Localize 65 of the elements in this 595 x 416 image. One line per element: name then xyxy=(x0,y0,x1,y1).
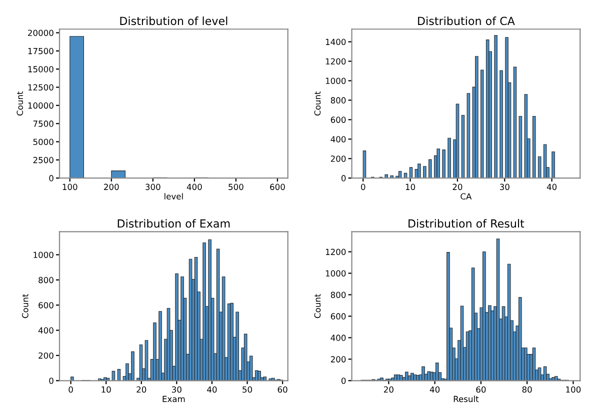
y-tick-label: 17500 xyxy=(28,48,54,54)
x-tick-label: 60 xyxy=(278,386,288,393)
x-tick-label: 40 xyxy=(207,386,217,393)
chart-title: Distribution of Exam xyxy=(118,219,230,228)
x-tick-label: 30 xyxy=(500,184,510,190)
y-axis-title: Count xyxy=(22,294,28,318)
y-tick-label: 600 xyxy=(330,313,346,320)
x-axis-title: level xyxy=(164,193,183,200)
y-tick-label: 1400 xyxy=(326,38,346,46)
y-tick-label: 7500 xyxy=(33,120,54,127)
x-tick-label: 40 xyxy=(430,386,440,393)
x-tick-label: 10 xyxy=(406,184,416,190)
y-tick-label: 5000 xyxy=(33,138,54,146)
y-tick-label: 12500 xyxy=(28,84,54,91)
x-tick-label: 20 xyxy=(136,386,146,393)
x-tick-label: 400 xyxy=(186,184,202,190)
y-axis-title: Count xyxy=(16,91,24,116)
y-tick-label: 1200 xyxy=(326,58,346,65)
y-tick-label: 1200 xyxy=(326,248,346,256)
y-tick-label: 200 xyxy=(330,156,346,162)
y-tick-label: 1000 xyxy=(34,252,54,258)
y-tick-label: 400 xyxy=(38,327,54,334)
y-tick-label: 0 xyxy=(49,378,54,384)
y-tick-label: 0 xyxy=(49,175,54,182)
y-tick-label: 0 xyxy=(341,175,346,182)
y-axis-title: Count xyxy=(314,294,321,318)
x-tick-label: 50 xyxy=(242,386,252,393)
y-tick-label: 200 xyxy=(38,352,54,359)
x-tick-label: 200 xyxy=(104,184,119,190)
x-tick-label: 40 xyxy=(546,184,557,190)
x-tick-label: 30 xyxy=(172,386,182,393)
x-tick-label: 0 xyxy=(68,386,73,393)
x-tick-label: 20 xyxy=(452,184,462,190)
x-axis-title: CA xyxy=(460,193,472,200)
x-tick-label: 600 xyxy=(270,184,285,190)
y-tick-label: 1000 xyxy=(326,270,346,277)
y-tick-label: 15000 xyxy=(28,66,54,72)
y-tick-label: 10000 xyxy=(28,102,54,109)
x-tick-label: 10 xyxy=(102,386,111,393)
y-tick-label: 600 xyxy=(330,116,346,123)
y-tick-label: 200 xyxy=(330,356,346,362)
chart-title: Distribution of CA xyxy=(418,16,515,26)
chart-title: Distribution of Result xyxy=(408,219,524,228)
x-tick-label: 20 xyxy=(384,386,394,393)
y-tick-label: 800 xyxy=(38,276,54,284)
y-tick-label: 2500 xyxy=(33,156,54,164)
y-tick-label: 400 xyxy=(330,334,346,341)
x-tick-label: 500 xyxy=(228,184,244,190)
y-tick-label: 20000 xyxy=(28,30,54,36)
x-axis-title: Result xyxy=(454,396,479,402)
x-tick-label: 100 xyxy=(62,184,78,190)
x-tick-label: 80 xyxy=(522,386,532,393)
x-tick-label: 300 xyxy=(146,184,160,190)
x-tick-label: 60 xyxy=(476,386,486,393)
y-tick-label: 600 xyxy=(38,302,54,308)
x-tick-label: 0 xyxy=(361,184,366,190)
y-tick-label: 1000 xyxy=(326,78,346,84)
y-tick-label: 400 xyxy=(330,136,346,142)
y-tick-label: 0 xyxy=(341,378,346,384)
y-tick-label: 800 xyxy=(330,97,346,104)
y-axis-title: Count xyxy=(314,91,321,116)
chart-title: Distribution of level xyxy=(120,16,228,26)
y-tick-label: 800 xyxy=(330,292,346,298)
x-tick-label: 100 xyxy=(566,386,581,393)
x-axis-title: Exam xyxy=(162,396,185,402)
